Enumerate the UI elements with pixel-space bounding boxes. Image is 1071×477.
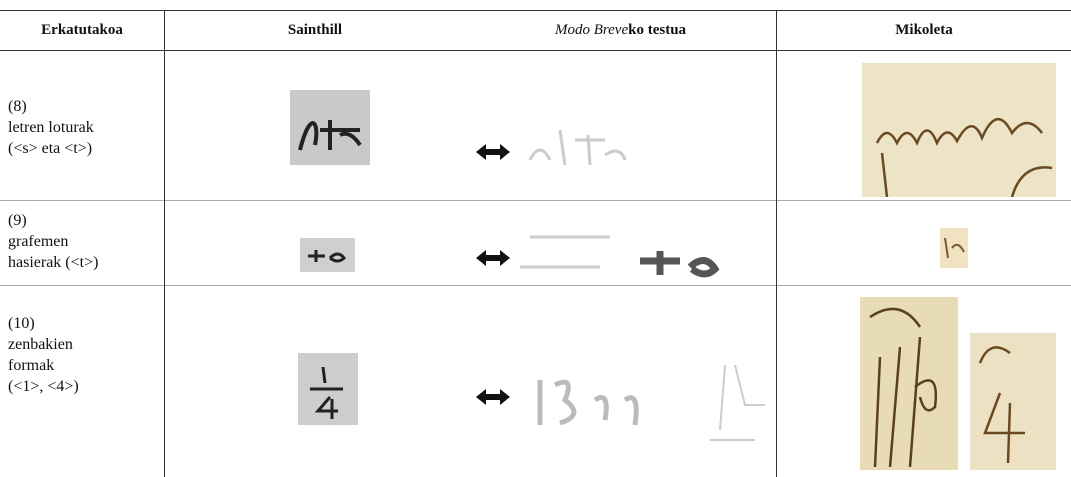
label-line: (9) xyxy=(8,212,27,229)
row-label: (8) letren loturak (<s> eta <t>) xyxy=(8,96,94,159)
label-line: hasierak (<t>) xyxy=(8,254,99,271)
image-snippet xyxy=(940,228,968,268)
header-rest: ko testua xyxy=(628,22,687,38)
label-line: (<1>, <4>) xyxy=(8,378,79,395)
image-snippet xyxy=(300,238,355,272)
label-line: grafemen xyxy=(8,233,69,250)
header-italic: Modo Breve xyxy=(554,22,629,38)
rule xyxy=(0,200,1071,201)
header-cell: Erkatutakoa xyxy=(41,22,123,38)
label-line: zenbakien xyxy=(8,336,73,353)
image-snippet xyxy=(298,353,358,425)
image-snippet xyxy=(862,63,1056,197)
column-rule xyxy=(164,10,165,477)
header-cell: Mikoleta xyxy=(895,22,953,38)
rule xyxy=(0,10,1071,11)
header-cell: Sainthill xyxy=(287,22,343,38)
image-snippet xyxy=(528,129,627,166)
row-label: (9) grafemen hasierak (<t>) xyxy=(8,210,98,273)
label-line: (<s> eta <t>) xyxy=(8,140,93,157)
label-line: (10) xyxy=(8,315,35,332)
row-label: (10) zenbakien formak (<1>, <4>) xyxy=(8,313,79,397)
column-rule xyxy=(776,10,777,477)
image-snippet xyxy=(860,297,958,470)
image-snippet xyxy=(537,364,765,441)
image-snippet xyxy=(290,90,370,165)
label-line: formak xyxy=(8,357,55,374)
image-snippet xyxy=(520,235,720,278)
label-line: (8) xyxy=(8,98,27,115)
label-line: letren loturak xyxy=(8,119,94,136)
double-arrow xyxy=(476,144,510,160)
double-arrow xyxy=(476,250,510,266)
double-arrow xyxy=(476,389,510,405)
rule xyxy=(0,285,1071,286)
image-snippet xyxy=(970,333,1056,470)
rule xyxy=(0,50,1071,51)
header-cell: Modo Breveko testua xyxy=(465,10,776,50)
